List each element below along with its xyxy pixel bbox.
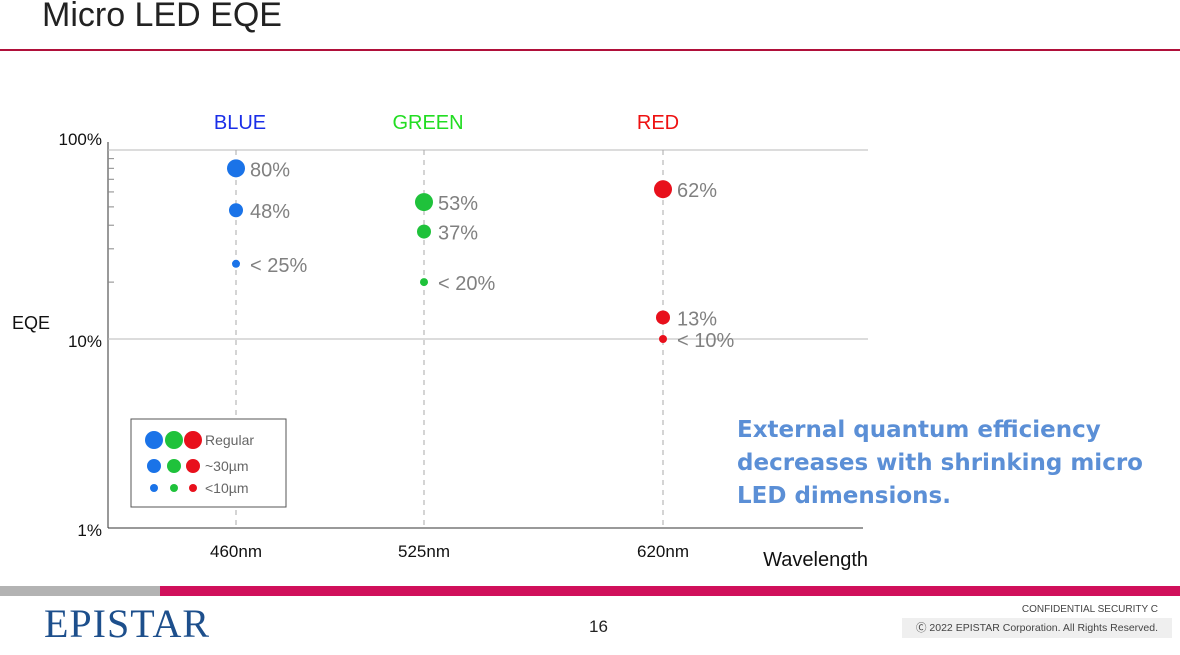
legend-marker [145, 431, 163, 449]
column-header-green: GREEN [392, 112, 463, 134]
y-tick-label: 100% [59, 130, 102, 149]
y-tick-label: 10% [68, 332, 102, 351]
column-header-red: RED [637, 112, 679, 134]
data-label: 53% [438, 193, 478, 215]
data-point [415, 193, 433, 212]
legend-marker [165, 431, 183, 449]
data-label: 80% [250, 159, 290, 181]
footer-bar-grey [0, 586, 165, 596]
title-divider [0, 49, 1180, 51]
data-point [227, 159, 245, 178]
data-point [654, 180, 672, 199]
data-label: < 20% [438, 273, 495, 295]
footer-bar-pink [160, 586, 1180, 596]
confidential-label: CONFIDENTIAL SECURITY C [1021, 604, 1158, 615]
legend-label: Regular [205, 432, 254, 448]
data-label: < 25% [250, 255, 307, 277]
data-point [232, 259, 240, 268]
data-point [417, 224, 431, 239]
eqe-chart: 100% 10% 1% EQE 460nm BLUE 525nm GREEN 620nm RED W… [12, 112, 868, 571]
y-tick-label: 1% [77, 521, 102, 540]
y-axis-label: EQE [12, 313, 50, 333]
slide-title: Micro LED EQE [42, 0, 282, 34]
legend-label: <10µm [205, 480, 248, 496]
data-point [420, 278, 428, 287]
legend-marker [170, 484, 178, 492]
data-label: < 10% [677, 330, 734, 352]
x-tick-label: 460nm [210, 542, 262, 561]
legend-label: ~30µm [205, 458, 248, 474]
epistar-logo: EPISTAR [44, 601, 211, 646]
x-tick-label: 620nm [637, 542, 689, 561]
column-header-blue: BLUE [214, 112, 266, 134]
x-axis-label: Wavelength [763, 549, 868, 571]
legend-marker [184, 431, 202, 449]
data-point [229, 203, 243, 218]
data-label: 13% [677, 308, 717, 330]
copyright-notice: Ⓒ 2022 EPISTAR Corporation. All Rights R… [902, 618, 1172, 638]
legend-marker [147, 459, 161, 473]
data-point [659, 335, 667, 343]
key-message: External quantum efficiency decreases wi… [737, 417, 1143, 509]
data-label: 37% [438, 223, 478, 245]
legend-marker [186, 459, 200, 473]
legend-marker [167, 459, 181, 473]
x-tick-label: 525nm [398, 542, 450, 561]
data-label: 62% [677, 180, 717, 202]
legend-marker [150, 484, 158, 492]
data-point [656, 310, 670, 325]
page-number: 16 [589, 617, 608, 636]
data-label: 48% [250, 201, 290, 223]
legend-marker [189, 484, 197, 492]
